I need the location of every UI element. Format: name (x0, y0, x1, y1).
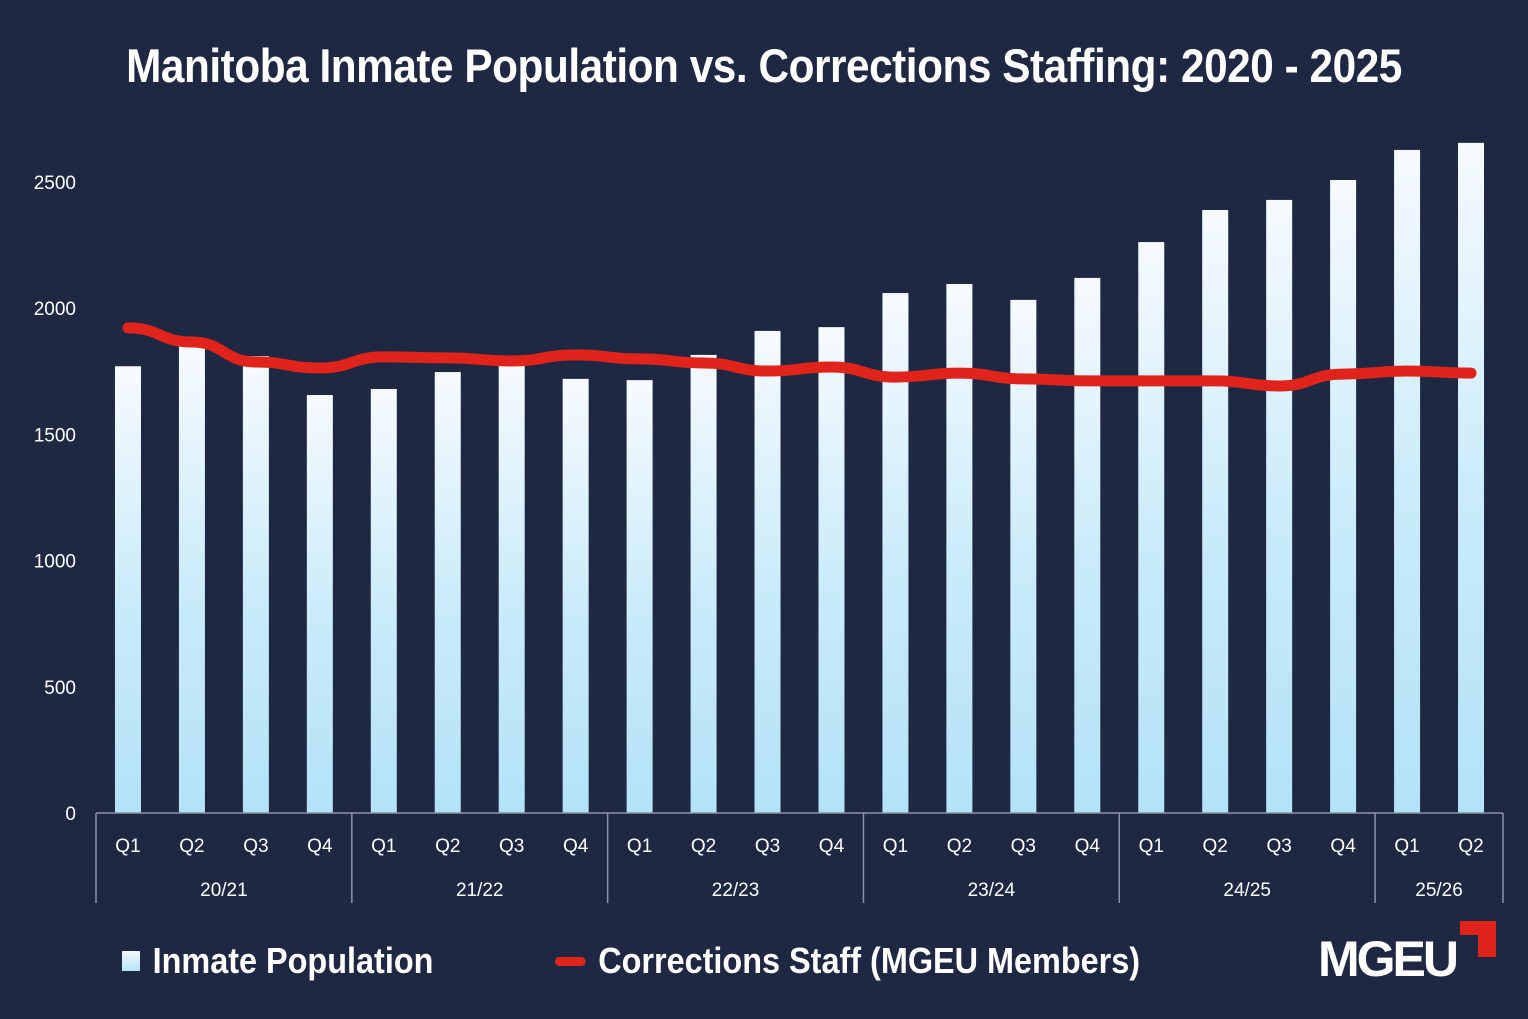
legend-swatch-bar (122, 951, 140, 971)
bar (562, 378, 589, 813)
bar (1394, 149, 1421, 814)
bar (1138, 242, 1165, 814)
bar (690, 354, 717, 813)
bar (946, 283, 973, 813)
chart-title: Manitoba Inmate Population vs. Correctio… (126, 39, 1402, 92)
bar (306, 395, 333, 813)
bar (1202, 210, 1229, 813)
x-tick-label: Q1 (115, 836, 140, 857)
x-tick-label: Q4 (563, 836, 589, 857)
x-group-label: 25/26 (1415, 880, 1463, 901)
y-tick-label: 2500 (34, 173, 76, 194)
bar (242, 356, 269, 813)
bar (178, 346, 205, 813)
x-tick-label: Q1 (1394, 836, 1419, 857)
logo-text: MGEU (1318, 931, 1459, 987)
x-tick-label: Q1 (883, 836, 908, 857)
x-tick-label: Q2 (947, 836, 972, 857)
x-tick-label: Q4 (819, 836, 845, 857)
x-tick-label: Q3 (1266, 836, 1291, 857)
x-tick-label: Q1 (627, 836, 652, 857)
bar (434, 372, 461, 813)
x-tick-label: Q3 (755, 836, 780, 857)
bar (1266, 199, 1293, 813)
x-tick-label: Q4 (1075, 836, 1101, 857)
x-tick-label: Q4 (307, 836, 333, 857)
x-tick-label: Q2 (691, 836, 716, 857)
x-tick-label: Q2 (1203, 836, 1228, 857)
y-tick-label: 1000 (34, 552, 76, 573)
x-group-label: 21/22 (456, 880, 504, 901)
y-tick-label: 0 (65, 804, 76, 825)
x-tick-label: Q2 (179, 836, 204, 857)
bar (1330, 179, 1357, 813)
bar (114, 366, 141, 813)
bar (1010, 299, 1037, 813)
bar (754, 330, 781, 813)
x-tick-label: Q3 (1011, 836, 1036, 857)
bar (882, 293, 909, 813)
x-tick-label: Q3 (243, 836, 268, 857)
bar (818, 327, 845, 813)
x-group-label: 22/23 (712, 880, 760, 901)
legend-item-inmate-population: Inmate Population (122, 940, 433, 982)
legend-label: Inmate Population (152, 940, 434, 981)
legend-swatch-line (555, 956, 586, 966)
x-tick-label: Q4 (1330, 836, 1356, 857)
y-tick-label: 500 (44, 678, 76, 699)
y-tick-label: 1500 (34, 425, 76, 446)
bar (1458, 142, 1485, 814)
y-tick-label: 2000 (34, 299, 76, 320)
bar (626, 380, 653, 813)
x-group-label: 24/25 (1223, 880, 1271, 901)
x-tick-label: Q2 (435, 836, 460, 857)
legend-label: Corrections Staff (MGEU Members) (598, 940, 1141, 981)
x-group-label: 20/21 (200, 880, 248, 901)
x-tick-label: Q2 (1458, 836, 1483, 857)
legend-item-corrections-staff: Corrections Staff (MGEU Members) (555, 940, 1140, 982)
staff-line (122, 322, 1477, 392)
x-group-label: 23/24 (968, 880, 1016, 901)
x-tick-label: Q1 (371, 836, 396, 857)
bar (1074, 277, 1101, 813)
bar (370, 388, 397, 813)
x-tick-label: Q3 (499, 836, 524, 857)
bar (498, 361, 525, 813)
x-tick-label: Q1 (1139, 836, 1164, 857)
mgeu-logo: MGEU (1318, 921, 1498, 990)
